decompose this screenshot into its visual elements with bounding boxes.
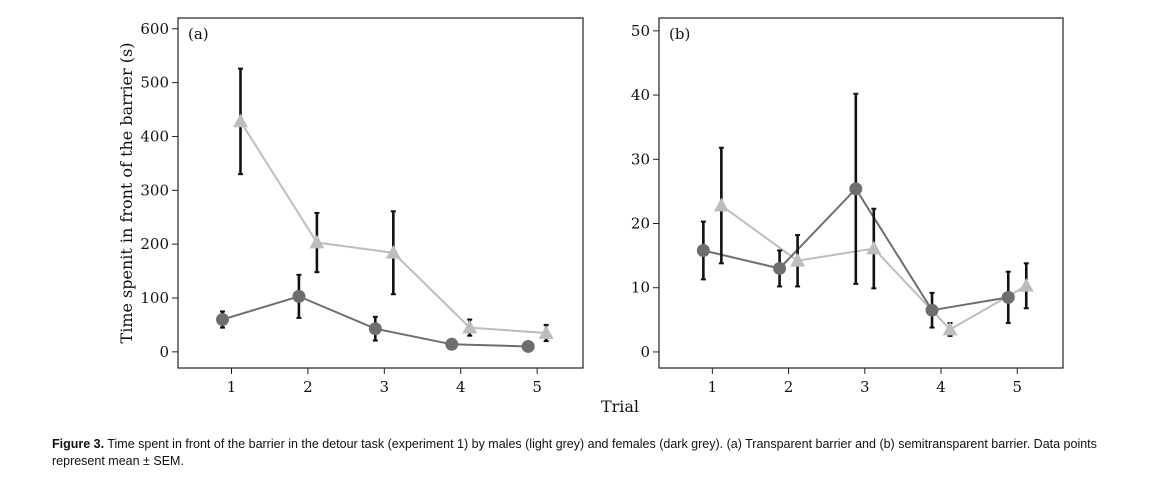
data-point-triangle — [1018, 277, 1034, 292]
panel-b: 0 10 20 30 40 50 1 2 3 4 5 (b) — [631, 17, 1064, 396]
y-tick-label: 50 — [631, 22, 650, 40]
data-point-triangle — [790, 252, 806, 267]
data-point-triangle — [538, 325, 554, 339]
data-point-triangle — [866, 240, 882, 255]
y-tick-label: 600 — [140, 20, 169, 38]
panel-a: 0 100 200 300 400 500 600 1 2 3 4 5 (a) Time spenit i… — [117, 17, 584, 396]
data-point-circle — [1001, 290, 1015, 304]
data-point-circle — [292, 289, 306, 303]
y-tick-label: 500 — [140, 74, 169, 92]
data-point-triangle — [385, 244, 401, 259]
x-tick-label: 4 — [456, 378, 466, 396]
x-tick-label: 5 — [532, 378, 542, 396]
data-point-circle — [925, 303, 939, 317]
x-tick-label: 3 — [860, 378, 870, 396]
y-tick-label: 100 — [140, 289, 169, 307]
x-tick-label: 1 — [227, 378, 237, 396]
y-tick-label: 300 — [140, 181, 169, 199]
x-axis-title: Trial — [601, 397, 639, 416]
data-point-triangle — [462, 319, 478, 334]
y-tick-label: 0 — [640, 343, 650, 361]
data-point-circle — [445, 337, 459, 351]
data-point-triangle — [232, 113, 248, 128]
caption-label: Figure 3. — [52, 437, 105, 451]
panel-tag: (a) — [188, 25, 209, 43]
data-point-circle — [215, 313, 229, 327]
y-tick-label: 200 — [140, 235, 169, 253]
data-point-circle — [849, 182, 863, 196]
x-tick-label: 1 — [708, 378, 718, 396]
x-tick-label: 2 — [784, 378, 794, 396]
y-tick-label: 10 — [631, 279, 650, 297]
data-point-triangle — [942, 321, 958, 336]
data-point-circle — [696, 243, 710, 257]
data-point-triangle — [713, 197, 729, 212]
plot-frame — [658, 17, 1064, 369]
x-tick-label: 4 — [936, 378, 946, 396]
x-tick-label: 3 — [380, 378, 390, 396]
y-tick-label: 400 — [140, 127, 169, 145]
y-tick-label: 20 — [631, 215, 650, 233]
plot-frame — [177, 17, 584, 369]
y-tick-label: 30 — [631, 150, 650, 168]
y-axis-title: Time spenit in front of the barrier (s) — [117, 43, 136, 344]
y-tick-label: 0 — [159, 343, 169, 361]
data-point-circle — [521, 339, 535, 353]
figure-caption: Figure 3. Time spent in front of the bar… — [52, 436, 1142, 470]
data-point-triangle — [309, 234, 325, 249]
data-point-circle — [773, 261, 787, 275]
x-tick-label: 2 — [303, 378, 313, 396]
caption-text: Time spent in front of the barrier in th… — [52, 437, 1097, 468]
data-point-circle — [368, 322, 382, 336]
y-tick-label: 40 — [631, 86, 650, 104]
x-tick-label: 5 — [1012, 378, 1022, 396]
panel-tag: (b) — [669, 25, 690, 43]
